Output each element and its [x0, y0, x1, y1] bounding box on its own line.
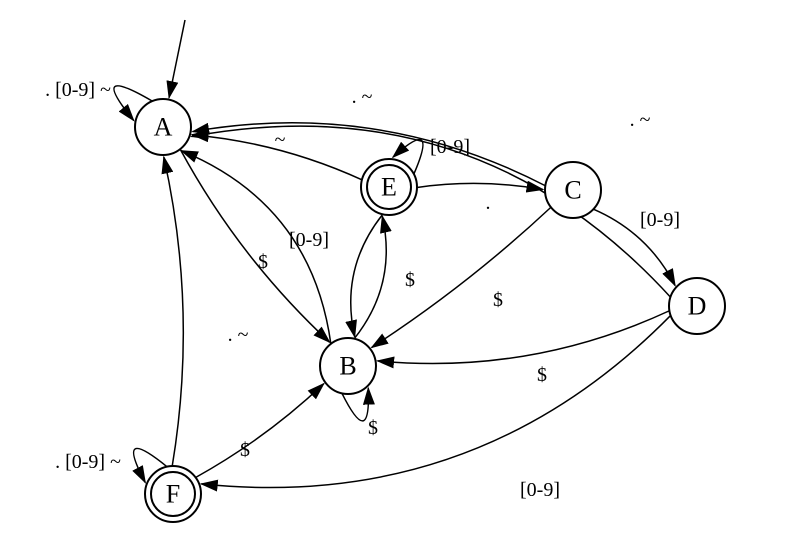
- edge-label: $: [493, 289, 503, 311]
- state-label: B: [339, 352, 356, 381]
- edge-label: . ~: [630, 109, 651, 131]
- self-loop-label: . [0-9] ~: [55, 451, 121, 473]
- edge-label: $: [537, 364, 547, 386]
- edge-label: $: [258, 251, 268, 273]
- edge-c-b: [372, 207, 551, 347]
- start-arrow: [169, 20, 185, 98]
- self-loop-label: $: [368, 417, 378, 439]
- edge-label: $: [405, 269, 415, 291]
- self-loop-label: . [0-9] ~: [45, 79, 111, 101]
- state-node-b: B: [320, 338, 376, 394]
- self-loop-label: [0-9]: [430, 136, 470, 158]
- state-label: E: [381, 173, 397, 202]
- state-node-e: E: [361, 159, 417, 215]
- edge-d-b: [378, 311, 670, 364]
- edge-label: [0-9]: [640, 209, 680, 231]
- edge-label: ~: [275, 129, 286, 151]
- state-label: C: [564, 176, 581, 205]
- edge-label: . ~: [352, 86, 373, 108]
- edge-label: . ~: [228, 324, 249, 346]
- edges-layer: [114, 20, 675, 488]
- state-label: F: [166, 480, 180, 509]
- edge-f-a: [164, 157, 184, 466]
- edge-f-b: [196, 384, 324, 478]
- state-node-f: F: [145, 466, 201, 522]
- state-node-d: D: [669, 278, 725, 334]
- edge-e-c: [417, 183, 543, 189]
- edge-label: [0-9]: [520, 479, 560, 501]
- state-diagram: A B C D E F $ . ~ [0-9] $. ~ . ~ $ [0-9] . ~ $ [0-9] $ . …: [0, 0, 800, 558]
- edge-d-f: [201, 315, 670, 487]
- nodes-layer: A B C D E F: [135, 99, 725, 522]
- state-node-a: A: [135, 99, 191, 155]
- edge-label: [0-9]: [289, 229, 329, 251]
- edge-e-b: [351, 214, 383, 336]
- state-label: A: [154, 113, 173, 142]
- state-label: D: [688, 292, 707, 321]
- edge-label: $: [240, 439, 250, 461]
- state-node-c: C: [545, 162, 601, 218]
- edge-label: .: [486, 192, 491, 214]
- edge-b-e: [354, 216, 386, 338]
